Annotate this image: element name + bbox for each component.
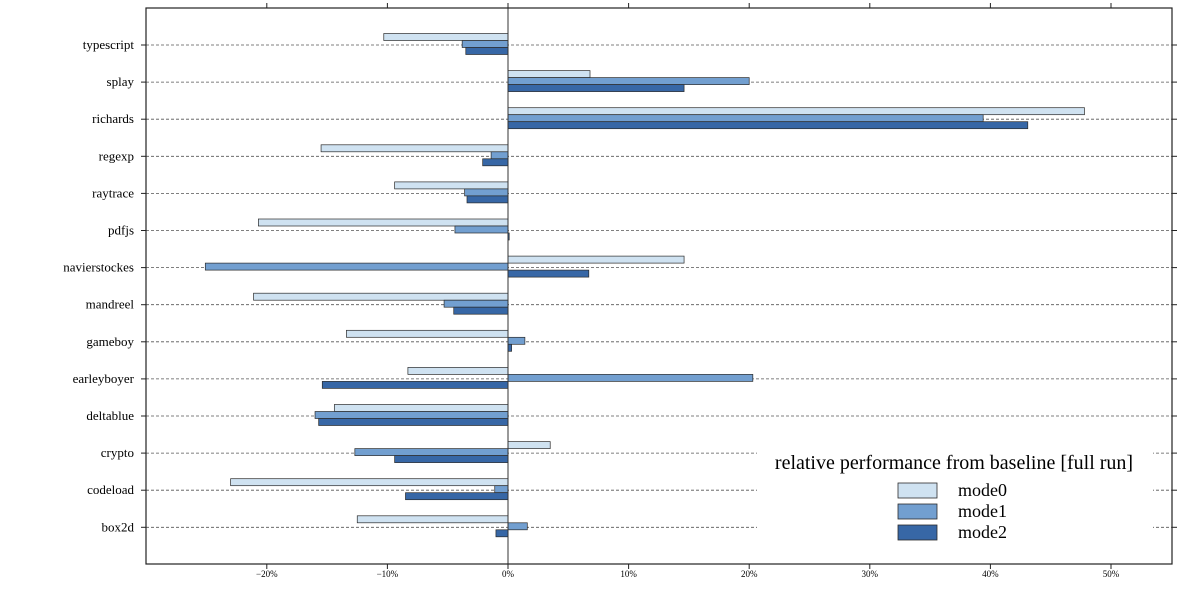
bar-mode0 (333, 404, 509, 412)
bar-mode1 (204, 262, 509, 271)
category-label: splay (107, 74, 135, 89)
bar-mode2 (453, 306, 509, 315)
legend-title: relative performance from baseline [full… (775, 452, 1133, 474)
bar-mode0 (383, 33, 509, 41)
x-tick-label: 40% (982, 569, 999, 579)
bar-mode2 (507, 84, 685, 92)
bar-mode1 (464, 188, 509, 197)
bar-mode2 (507, 269, 590, 278)
bar-mode2 (466, 195, 509, 204)
bar-mode2 (507, 343, 512, 352)
bar-mode1 (443, 299, 509, 308)
x-tick-label: 20% (741, 569, 758, 579)
x-tick-label: 10% (620, 569, 637, 579)
x-tick-label: 0% (502, 569, 515, 579)
category-label: richards (92, 111, 134, 126)
x-tick-label: 30% (862, 569, 879, 579)
bar-mode0 (507, 107, 1085, 116)
x-tick-label: −10% (377, 569, 399, 579)
bar-mode0 (407, 367, 509, 375)
bar-mode0 (356, 515, 509, 524)
category-label: box2d (102, 519, 135, 534)
bar-mode2 (405, 492, 509, 501)
x-tick-label: 50% (1103, 569, 1120, 579)
bar-mode0 (258, 218, 509, 227)
bar-mode1 (490, 151, 509, 160)
bar-mode0 (507, 70, 591, 78)
legend-swatch-mode1 (897, 503, 938, 520)
plot-frame (145, 7, 1173, 565)
bar-mode1 (314, 411, 509, 419)
category-label: gameboy (86, 334, 134, 349)
bar-mode1 (494, 485, 509, 494)
bar-mode2 (394, 455, 509, 463)
x-tick-label: −20% (256, 569, 278, 579)
category-label: regexp (99, 148, 134, 163)
category-label: pdfjs (108, 223, 134, 238)
category-label: crypto (101, 445, 134, 460)
axes (141, 3, 1177, 569)
category-label: typescript (83, 37, 135, 52)
category-label: mandreel (86, 297, 135, 312)
bar-mode2 (318, 418, 509, 426)
category-label: earleyboyer (73, 371, 135, 386)
bar-mode0 (253, 292, 509, 301)
bar-mode0 (507, 441, 551, 449)
bar-mode2 (321, 381, 509, 389)
bar-mode0 (320, 144, 509, 153)
bar-mode0 (230, 478, 509, 487)
legend-swatch-mode0 (897, 482, 938, 499)
bar-mode1 (454, 225, 509, 234)
bar-mode2 (465, 47, 509, 55)
legend-background (757, 450, 1153, 548)
legend-label-mode1: mode1 (958, 501, 1007, 521)
legend-swatch-mode2 (897, 524, 938, 541)
bar-mode0 (507, 255, 685, 264)
category-label: codeload (87, 482, 134, 497)
bar-mode0 (394, 181, 509, 190)
bar-mode1 (507, 374, 754, 382)
bar-mode0 (346, 329, 509, 338)
legend: relative performance from baseline [full… (757, 450, 1153, 548)
bar-mode1 (507, 336, 526, 345)
bar-mode2 (495, 529, 509, 538)
category-label: raytrace (92, 185, 134, 200)
bar-mode1 (507, 522, 528, 531)
category-label: navierstockes (63, 260, 134, 275)
category-labels: typescript splay richards regexp raytrace pdf… (63, 37, 134, 534)
bar-mode1 (461, 40, 509, 48)
bar-mode2 (482, 158, 509, 167)
tick-labels: −20% −10% 0% 10% 20% 30% 40% 50% (256, 569, 1120, 579)
legend-label-mode0: mode0 (958, 480, 1007, 500)
bar-mode2 (507, 121, 1029, 130)
category-label: deltablue (86, 408, 134, 423)
legend-label-mode2: mode2 (958, 522, 1007, 542)
bar-mode1 (354, 448, 509, 456)
bar-mode1 (507, 114, 984, 123)
bar-mode1 (507, 77, 750, 85)
